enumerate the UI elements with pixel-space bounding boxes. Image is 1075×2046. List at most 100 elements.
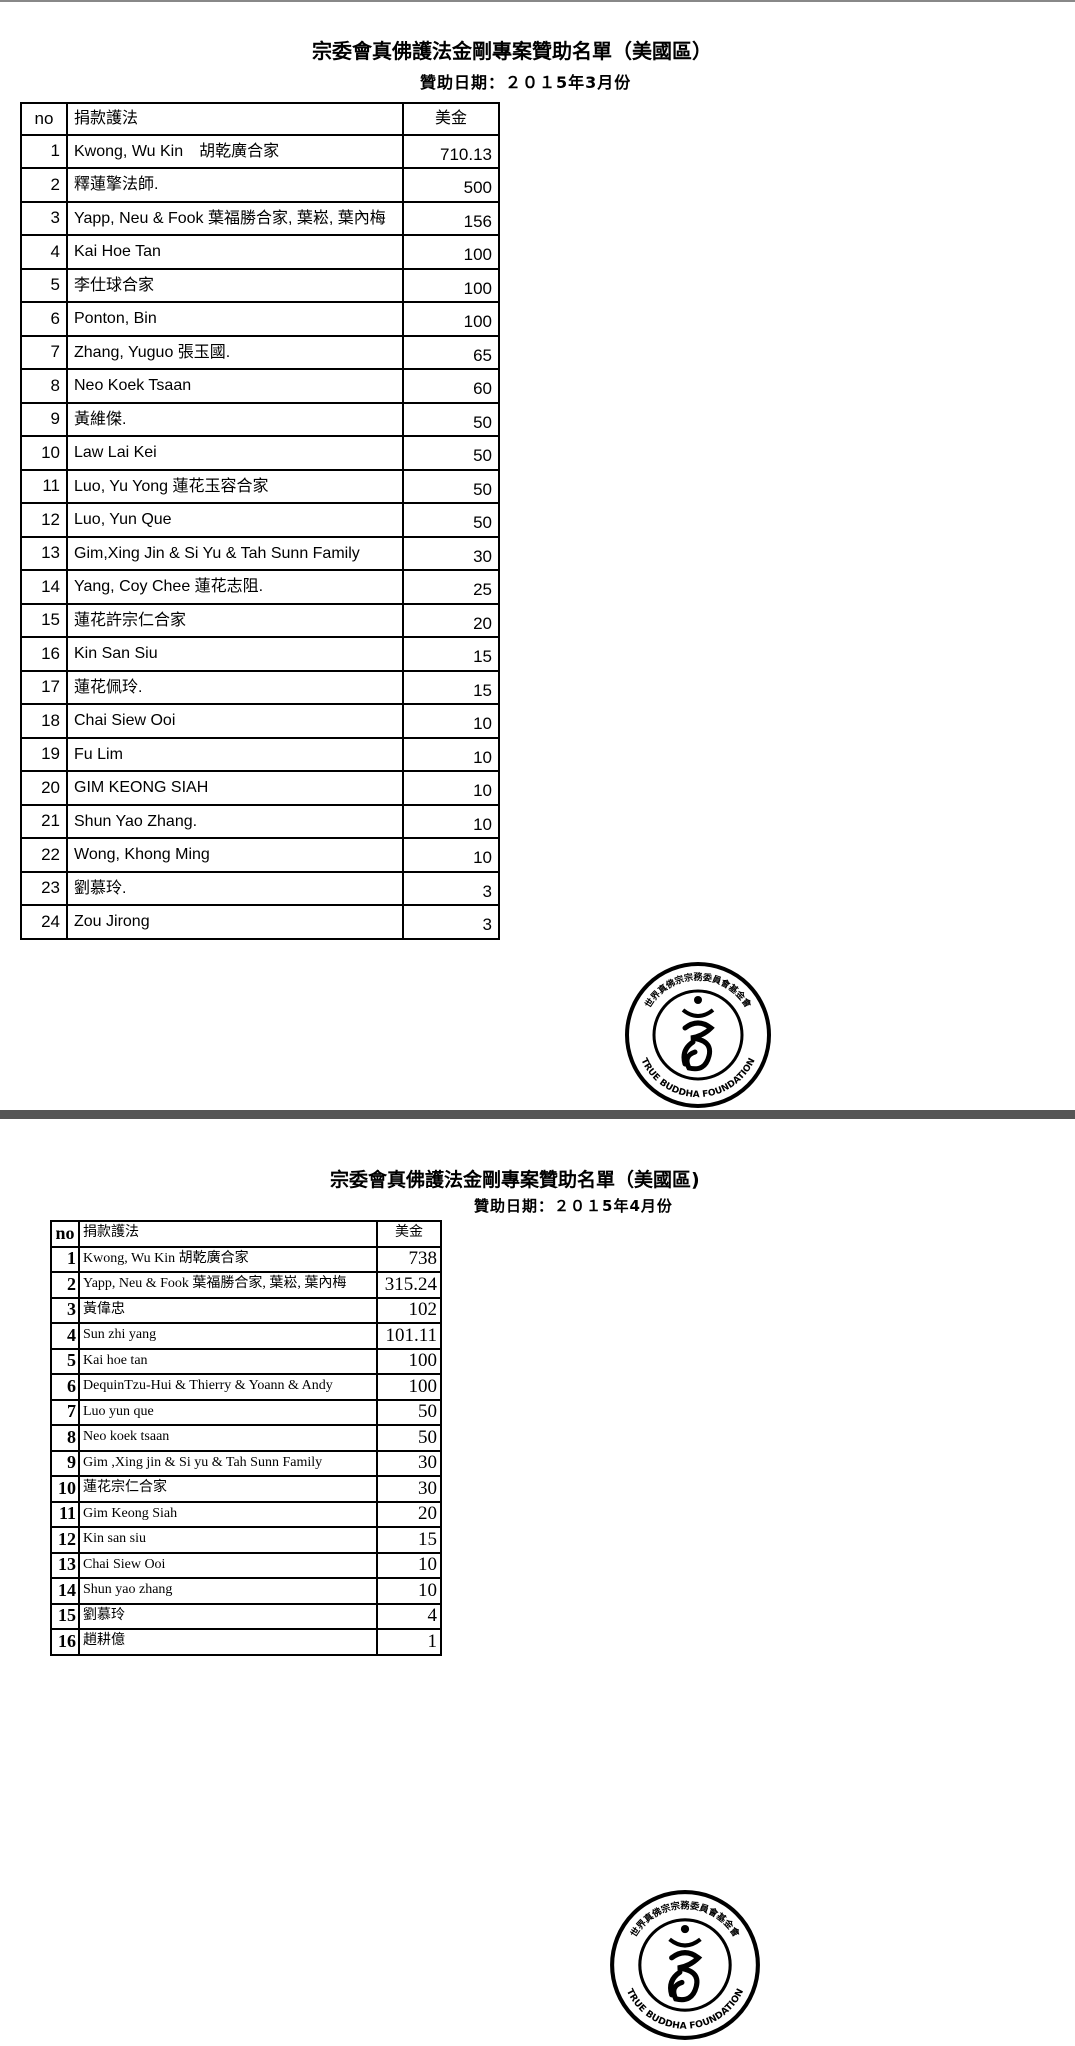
table-row: 14 Yang, Coy Chee 蓮花志阻. 25 — [20, 569, 500, 605]
true-buddha-foundation-seal-icon: 世界真佛宗宗務委員會基金會 TRUE BUDDHA FOUNDATION — [610, 1890, 760, 2040]
row-no: 16 — [20, 636, 68, 672]
row-donor-name: Kin san siu — [78, 1526, 378, 1554]
row-no: 13 — [50, 1551, 80, 1579]
row-donor-name: GIM KEONG SIAH — [66, 770, 404, 806]
page2-title: 宗委會真佛護法金剛專案贊助名單（美國區) — [330, 1169, 700, 1191]
table-row: 18 Chai Siew Ooi 10 — [20, 703, 500, 739]
row-no: 10 — [20, 435, 68, 471]
row-donor-name: Zou Jirong — [66, 904, 404, 940]
row-no: 1 — [20, 133, 68, 169]
row-amount: 10 — [376, 1577, 442, 1605]
row-donor-name: Luo yun que — [78, 1398, 378, 1426]
row-amount: 100 — [376, 1373, 442, 1401]
row-amount: 500 — [402, 167, 500, 203]
row-no: 2 — [20, 167, 68, 203]
row-donor-name: Yapp, Neu & Fook 葉福勝合家, 葉崧, 葉內梅 — [66, 200, 404, 236]
row-amount: 710.13 — [402, 133, 500, 169]
row-no: 14 — [50, 1577, 80, 1605]
table-row: 8 Neo koek tsaan 50 — [50, 1424, 442, 1452]
table-row: 6 DequinTzu-Hui & Thierry & Yoann & Andy… — [50, 1373, 442, 1401]
true-buddha-foundation-seal-icon: 世界真佛宗宗務委員會基金會 TRUE BUDDHA FOUNDATION — [625, 962, 771, 1108]
table-row: 15 蓮花許宗仁合家 20 — [20, 602, 500, 638]
table-row: 8 Neo Koek Tsaan 60 — [20, 368, 500, 404]
row-no: 2 — [50, 1271, 80, 1299]
row-donor-name: 黃偉忠 — [78, 1296, 378, 1324]
row-no: 17 — [20, 669, 68, 705]
table-row: 23 劉慕玲. 3 — [20, 870, 500, 906]
row-amount: 3 — [402, 870, 500, 906]
table-header-row: no 捐款護法 美金 — [50, 1220, 442, 1248]
row-amount: 30 — [376, 1449, 442, 1477]
row-no: 7 — [20, 334, 68, 370]
row-donor-name: Zhang, Yuguo 張玉國. — [66, 334, 404, 370]
row-donor-name: 蓮花佩玲. — [66, 669, 404, 705]
row-no: 6 — [20, 301, 68, 337]
row-donor-name: Shun yao zhang — [78, 1577, 378, 1605]
row-donor-name: Kai hoe tan — [78, 1347, 378, 1375]
row-amount: 100 — [376, 1347, 442, 1375]
header-name: 捐款護法 — [78, 1220, 378, 1248]
table-row: 16 趙耕億 1 — [50, 1628, 442, 1656]
row-donor-name: Ponton, Bin — [66, 301, 404, 337]
table-row: 12 Luo, Yun Que 50 — [20, 502, 500, 538]
row-no: 9 — [50, 1449, 80, 1477]
row-no: 21 — [20, 803, 68, 839]
row-donor-name: Wong, Khong Ming — [66, 837, 404, 873]
row-amount: 10 — [402, 837, 500, 873]
row-no: 23 — [20, 870, 68, 906]
row-amount: 10 — [376, 1551, 442, 1579]
row-amount: 10 — [402, 803, 500, 839]
page-divider — [0, 1110, 1075, 1119]
page1-donor-table: no 捐款護法 美金 1 Kwong, Wu Kin 胡乾廣合家 710.13 … — [20, 102, 500, 940]
row-amount: 100 — [402, 267, 500, 303]
table-row: 15 劉慕玲 4 — [50, 1602, 442, 1630]
row-donor-name: Neo Koek Tsaan — [66, 368, 404, 404]
row-amount: 50 — [376, 1424, 442, 1452]
row-amount: 25 — [402, 569, 500, 605]
row-amount: 15 — [402, 669, 500, 705]
table-row: 3 黃偉忠 102 — [50, 1296, 442, 1324]
page2-subtitle: 贊助日期：２０１5年4月份 — [474, 1197, 673, 1215]
row-amount: 60 — [402, 368, 500, 404]
table-row: 1 Kwong, Wu Kin 胡乾廣合家 710.13 — [20, 133, 500, 169]
row-amount: 102 — [376, 1296, 442, 1324]
row-donor-name: Kai Hoe Tan — [66, 234, 404, 270]
row-amount: 65 — [402, 334, 500, 370]
row-no: 11 — [50, 1500, 80, 1528]
row-donor-name: Kwong, Wu Kin 胡乾廣合家 — [78, 1245, 378, 1273]
row-no: 5 — [20, 267, 68, 303]
row-amount: 50 — [376, 1398, 442, 1426]
row-donor-name: Gim Keong Siah — [78, 1500, 378, 1528]
row-amount: 3 — [402, 904, 500, 940]
row-amount: 100 — [402, 234, 500, 270]
header-no: no — [50, 1220, 80, 1248]
row-donor-name: Shun Yao Zhang. — [66, 803, 404, 839]
row-no: 7 — [50, 1398, 80, 1426]
table-header-row: no 捐款護法 美金 — [20, 102, 500, 136]
table-row: 11 Luo, Yu Yong 蓮花玉容合家 50 — [20, 468, 500, 504]
row-amount: 30 — [376, 1475, 442, 1503]
row-amount: 50 — [402, 401, 500, 437]
header-amount: 美金 — [376, 1220, 442, 1248]
header-no: no — [20, 102, 68, 136]
row-no: 8 — [20, 368, 68, 404]
row-amount: 10 — [402, 736, 500, 772]
row-donor-name: 釋蓮擎法師. — [66, 167, 404, 203]
row-amount: 100 — [402, 301, 500, 337]
table-row: 10 Law Lai Kei 50 — [20, 435, 500, 471]
table-row: 13 Chai Siew Ooi 10 — [50, 1551, 442, 1579]
row-no: 9 — [20, 401, 68, 437]
row-no: 12 — [20, 502, 68, 538]
row-donor-name: Fu Lim — [66, 736, 404, 772]
table-row: 10 蓮花宗仁合家 30 — [50, 1475, 442, 1503]
row-no: 15 — [50, 1602, 80, 1630]
table-row: 6 Ponton, Bin 100 — [20, 301, 500, 337]
row-no: 13 — [20, 535, 68, 571]
row-no: 1 — [50, 1245, 80, 1273]
table-row: 21 Shun Yao Zhang. 10 — [20, 803, 500, 839]
row-no: 22 — [20, 837, 68, 873]
row-no: 24 — [20, 904, 68, 940]
table-row: 9 Gim ,Xing jin & Si yu & Tah Sunn Famil… — [50, 1449, 442, 1477]
header-name: 捐款護法 — [66, 102, 404, 136]
row-donor-name: Yapp, Neu & Fook 葉福勝合家, 葉崧, 葉內梅 — [78, 1271, 378, 1299]
